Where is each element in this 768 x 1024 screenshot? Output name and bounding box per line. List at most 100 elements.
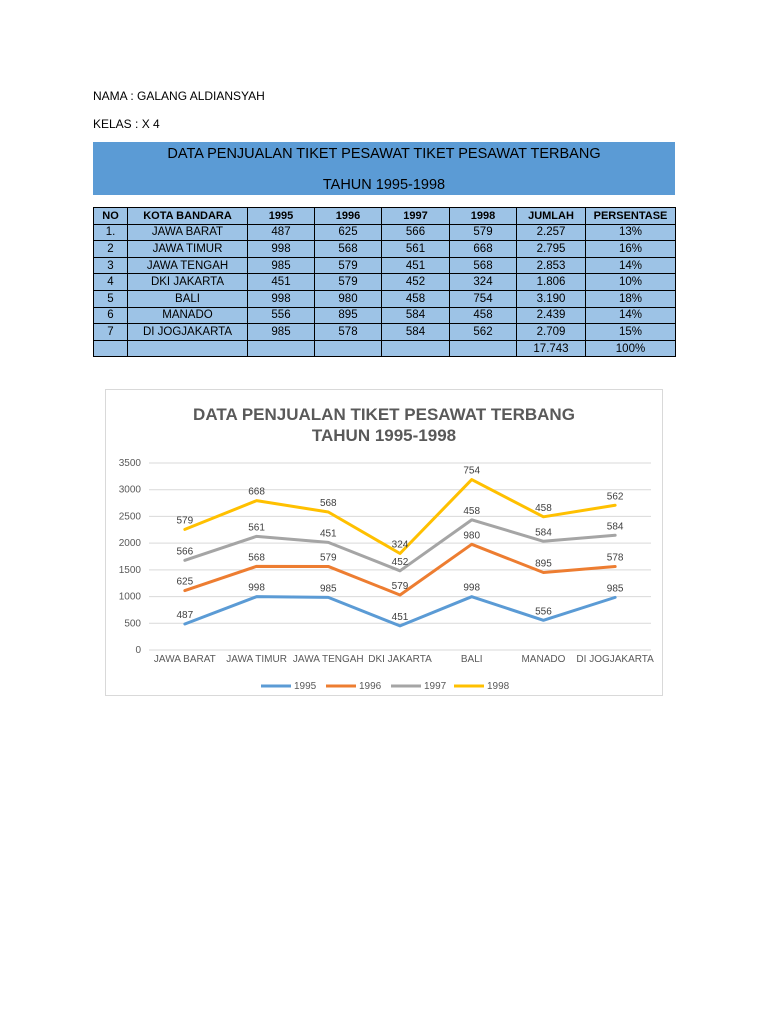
table-cell: 584 (381, 306, 450, 325)
series-line-1998 (183, 478, 617, 556)
table-cell: 7 (93, 323, 128, 341)
table-cell: DI JOGJAKARTA (127, 323, 248, 341)
table-cell: 579 (449, 223, 517, 242)
table-cell: 625 (314, 223, 382, 242)
y-tick-label: 2500 (119, 511, 142, 522)
data-label: 998 (248, 583, 265, 594)
x-tick-label: JAWA TIMUR (226, 654, 287, 665)
table-cell: 579 (314, 256, 382, 275)
table-cell: 458 (381, 289, 450, 308)
column-header: 1997 (381, 207, 450, 225)
data-label: 584 (607, 521, 624, 532)
table-cell: 2.853 (516, 256, 586, 275)
table-cell: 487 (247, 223, 315, 242)
banner-title-line2: TAHUN 1995-1998 (322, 177, 446, 193)
series-line-1996 (183, 542, 617, 597)
data-label: 579 (320, 552, 337, 563)
column-header: 1996 (314, 207, 382, 225)
column-header: JUMLAH (516, 207, 586, 225)
table-cell: 584 (381, 323, 450, 341)
table-cell: 1. (93, 223, 128, 242)
data-label: 568 (320, 498, 337, 509)
y-tick-label: 0 (135, 645, 141, 656)
table-row: 5 BALI 998 980 458 754 3.190 18% (93, 289, 676, 308)
x-tick-label: MANADO (521, 654, 565, 665)
table-cell: 6 (93, 306, 128, 325)
table-cell: JAWA TIMUR (127, 240, 248, 258)
table-row: 1. JAWA BARAT 487 625 566 579 2.257 13% (93, 223, 676, 242)
data-label: 579 (392, 581, 409, 592)
data-label: 584 (535, 527, 552, 538)
data-label: 556 (535, 606, 552, 617)
data-label: 985 (320, 583, 337, 594)
column-header: NO (93, 207, 128, 225)
table-cell: 100% (585, 339, 676, 358)
table-cell: 13% (585, 223, 676, 242)
legend-label: 1996 (359, 681, 382, 692)
table-cell: 324 (449, 273, 517, 291)
table-row: 6 MANADO 556 895 584 458 2.439 14% (93, 306, 676, 325)
student-name: NAMA : GALANG ALDIANSYAH (93, 89, 265, 103)
sales-table: NO KOTA BANDARA 1995 1996 1997 1998 JUMLAH PERS… (93, 207, 676, 358)
table-cell (314, 339, 382, 358)
table-cell: 985 (247, 323, 315, 341)
table-cell: 579 (314, 273, 382, 291)
table-cell: 998 (247, 240, 315, 258)
data-label: 566 (177, 546, 194, 557)
table-cell: BALI (127, 289, 248, 308)
table-cell: 451 (381, 256, 450, 275)
table-cell (247, 339, 315, 358)
y-tick-label: 1500 (119, 565, 142, 576)
data-label: 487 (177, 610, 194, 621)
table-cell: 568 (449, 256, 517, 275)
table-header-row: NO KOTA BANDARA 1995 1996 1997 1998 JUMLAH PERS… (93, 207, 676, 225)
table-cell: 566 (381, 223, 450, 242)
sales-line-chart: DATA PENJUALAN TIKET PESAWAT TERBANG TAHU… (105, 389, 663, 696)
y-tick-label: 3000 (119, 485, 142, 496)
table-cell: 15% (585, 323, 676, 341)
data-label: 668 (248, 487, 265, 498)
table-cell: 3 (93, 256, 128, 275)
table-cell: 10% (585, 273, 676, 291)
data-label: 980 (463, 530, 480, 541)
table-cell: 562 (449, 323, 517, 341)
x-tick-label: BALI (461, 654, 483, 665)
data-label: 568 (248, 552, 265, 563)
data-label: 451 (320, 528, 337, 539)
table-cell: JAWA TENGAH (127, 256, 248, 275)
x-tick-label: JAWA TENGAH (293, 654, 364, 665)
table-cell: 998 (247, 289, 315, 308)
table-cell: 754 (449, 289, 517, 308)
table-cell: 568 (314, 240, 382, 258)
y-tick-label: 500 (124, 618, 141, 629)
table-cell: 561 (381, 240, 450, 258)
table-cell: 2 (93, 240, 128, 258)
data-label: 754 (463, 466, 480, 477)
column-header: KOTA BANDARA (127, 207, 248, 225)
table-row: 7 DI JOGJAKARTA 985 578 584 562 2.709 15% (93, 323, 676, 341)
table-cell: 17.743 (516, 339, 586, 358)
x-tick-label: DI JOGJAKARTA (576, 654, 654, 665)
data-label: 561 (248, 522, 265, 533)
column-header: 1998 (449, 207, 517, 225)
y-tick-label: 1000 (119, 592, 142, 603)
table-cell: DKI JAKARTA (127, 273, 248, 291)
table-title-banner: DATA PENJUALAN TIKET PESAWAT TIKET PESAW… (93, 142, 675, 195)
x-tick-label: JAWA BARAT (154, 654, 216, 665)
table-cell: 2.257 (516, 223, 586, 242)
table-cell: MANADO (127, 306, 248, 325)
banner-title-line1: DATA PENJUALAN TIKET PESAWAT TIKET PESAW… (167, 146, 601, 162)
column-header: 1995 (247, 207, 315, 225)
legend-label: 1998 (487, 681, 510, 692)
table-cell: 2.795 (516, 240, 586, 258)
data-label: 895 (535, 558, 552, 569)
data-label: 562 (607, 491, 624, 502)
data-label: 985 (607, 583, 624, 594)
table-cell: 18% (585, 289, 676, 308)
data-label: 458 (535, 503, 552, 514)
table-cell: 458 (449, 306, 517, 325)
table-cell: 14% (585, 256, 676, 275)
table-cell: 451 (247, 273, 315, 291)
chart-title-line: DATA PENJUALAN TIKET PESAWAT TERBANG (193, 405, 575, 424)
table-cell: 4 (93, 273, 128, 291)
